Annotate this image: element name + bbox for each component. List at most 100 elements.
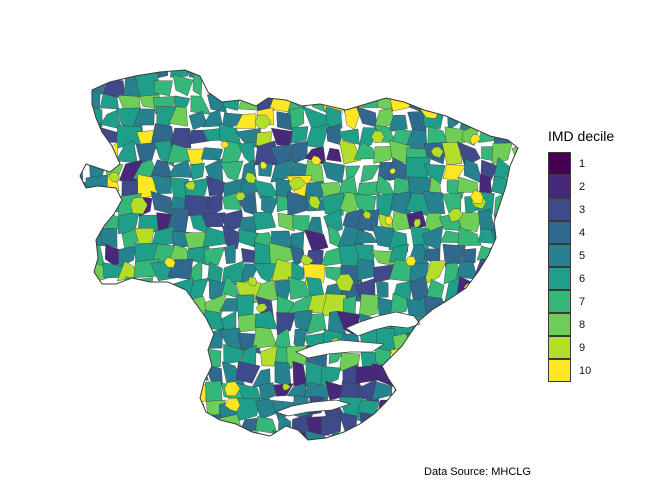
area-polygon: [455, 384, 483, 402]
area-polygon: [237, 91, 259, 111]
area-polygon: [202, 226, 227, 248]
area-polygon: [495, 78, 516, 94]
area-polygon: [425, 395, 446, 419]
area-polygon: [524, 430, 530, 453]
area-polygon: [288, 176, 307, 191]
area-polygon: [341, 76, 362, 99]
area-polygon: [326, 147, 342, 163]
area-polygon: [276, 312, 296, 336]
area-polygon: [456, 70, 483, 74]
area-polygon: [121, 227, 139, 253]
area-polygon: [511, 347, 518, 364]
area-polygon: [276, 72, 296, 98]
area-polygon: [304, 229, 329, 252]
area-polygon: [237, 72, 255, 96]
area-polygon: [472, 351, 494, 368]
estuary-south: [274, 399, 352, 417]
area-polygon: [102, 415, 122, 437]
area-polygon: [524, 89, 530, 115]
legend-swatch-1: [548, 152, 571, 175]
area-polygon: [491, 362, 517, 387]
area-polygon: [509, 208, 518, 236]
area-polygon: [290, 70, 313, 75]
area-polygon: [258, 382, 276, 402]
area-polygon: [529, 195, 530, 209]
area-polygon: [111, 403, 122, 414]
estuaries: [274, 311, 421, 417]
area-polygon: [80, 414, 91, 436]
area-polygon: [80, 192, 86, 215]
area-polygon: [373, 415, 397, 431]
legend-swatch-7: [548, 290, 571, 313]
area-polygon: [493, 331, 516, 353]
area-polygon: [155, 311, 174, 337]
area-polygon: [439, 382, 465, 397]
area-polygon: [202, 428, 227, 440]
area-polygon: [290, 126, 309, 144]
area-polygon: [132, 372, 141, 381]
area-polygon: [389, 430, 412, 440]
area-polygon: [85, 343, 109, 363]
area-polygon: [461, 353, 483, 370]
area-polygon: [335, 273, 354, 292]
area-polygon: [80, 126, 91, 149]
area-polygon: [443, 361, 462, 387]
area-polygon: [300, 254, 314, 265]
area-polygon: [410, 368, 423, 387]
area-polygon: [473, 258, 500, 281]
area-polygon: [306, 313, 327, 335]
area-polygon: [185, 398, 205, 422]
area-polygon: [254, 310, 278, 330]
legend-label: 3: [579, 203, 586, 216]
area-polygon: [405, 255, 417, 267]
area-polygon: [513, 90, 518, 114]
area-polygon: [339, 70, 365, 80]
area-polygon: [510, 131, 518, 149]
area-polygon: [325, 106, 343, 130]
legend-swatch-4: [548, 221, 571, 244]
area-polygon: [80, 226, 90, 252]
legend-label: 5: [579, 249, 586, 262]
legend-item-10: 10: [548, 359, 614, 382]
area-polygon: [272, 70, 296, 82]
area-polygon: [186, 430, 211, 440]
legend-label: 6: [579, 272, 586, 285]
area-polygon: [223, 344, 245, 365]
area-polygon: [255, 303, 268, 313]
area-polygon: [303, 74, 330, 93]
area-polygon: [169, 397, 193, 418]
area-polygon: [389, 70, 411, 80]
area-polygon: [116, 303, 135, 324]
area-polygon: [526, 283, 530, 298]
area-polygon: [303, 70, 323, 80]
area-polygon: [478, 281, 494, 302]
area-polygon: [512, 361, 518, 384]
legend-item-4: 4: [548, 221, 614, 244]
legend-label: 2: [579, 180, 586, 193]
area-polygon: [205, 414, 213, 421]
area-polygon: [80, 293, 86, 319]
area-polygon: [99, 380, 121, 405]
area-polygon: [512, 75, 518, 97]
area-polygon: [354, 431, 379, 440]
area-polygon: [430, 146, 444, 159]
area-polygon: [456, 212, 483, 233]
area-polygon: [497, 277, 515, 296]
area-polygon: [388, 71, 414, 98]
legend-item-6: 6: [548, 267, 614, 290]
area-polygon: [117, 245, 137, 268]
area-polygon: [492, 432, 517, 440]
area-polygon: [524, 345, 530, 368]
legend-item-2: 2: [548, 175, 614, 198]
area-polygon: [529, 396, 530, 420]
area-polygon: [153, 364, 177, 387]
area-polygon: [80, 378, 90, 399]
legend-label: 8: [579, 318, 586, 331]
legend-item-3: 3: [548, 198, 614, 221]
area-polygon: [117, 378, 142, 400]
area-polygon: [409, 70, 429, 78]
area-polygon: [289, 106, 305, 131]
area-polygon: [473, 106, 499, 130]
area-polygon: [508, 295, 518, 312]
area-polygon: [304, 430, 328, 440]
